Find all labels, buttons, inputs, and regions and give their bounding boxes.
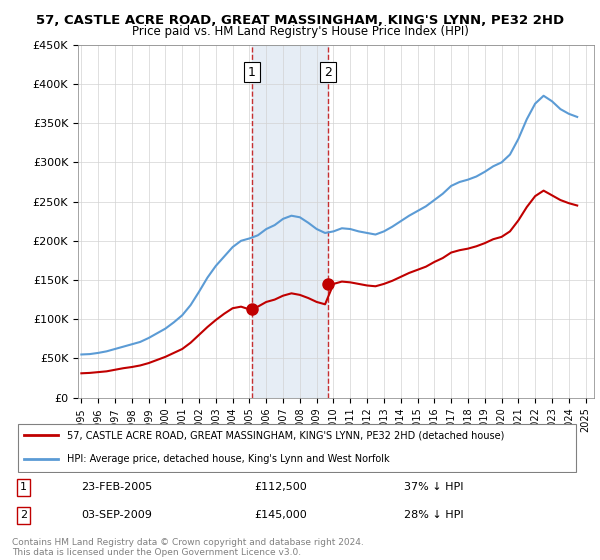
Text: 37% ↓ HPI: 37% ↓ HPI <box>404 482 463 492</box>
Text: 28% ↓ HPI: 28% ↓ HPI <box>404 510 463 520</box>
Text: 57, CASTLE ACRE ROAD, GREAT MASSINGHAM, KING'S LYNN, PE32 2HD (detached house): 57, CASTLE ACRE ROAD, GREAT MASSINGHAM, … <box>67 431 504 440</box>
Text: £145,000: £145,000 <box>254 510 307 520</box>
Text: HPI: Average price, detached house, King's Lynn and West Norfolk: HPI: Average price, detached house, King… <box>67 454 389 464</box>
Text: 57, CASTLE ACRE ROAD, GREAT MASSINGHAM, KING'S LYNN, PE32 2HD: 57, CASTLE ACRE ROAD, GREAT MASSINGHAM, … <box>36 14 564 27</box>
Text: 23-FEB-2005: 23-FEB-2005 <box>81 482 152 492</box>
Text: £112,500: £112,500 <box>254 482 307 492</box>
FancyBboxPatch shape <box>18 424 577 472</box>
Text: 1: 1 <box>248 66 256 79</box>
Text: 2: 2 <box>324 66 332 79</box>
Bar <box>252 45 328 398</box>
Text: Contains HM Land Registry data © Crown copyright and database right 2024.
This d: Contains HM Land Registry data © Crown c… <box>12 538 364 557</box>
Text: 1: 1 <box>20 482 27 492</box>
Text: Price paid vs. HM Land Registry's House Price Index (HPI): Price paid vs. HM Land Registry's House … <box>131 25 469 38</box>
Text: 03-SEP-2009: 03-SEP-2009 <box>81 510 152 520</box>
Text: 2: 2 <box>20 510 27 520</box>
